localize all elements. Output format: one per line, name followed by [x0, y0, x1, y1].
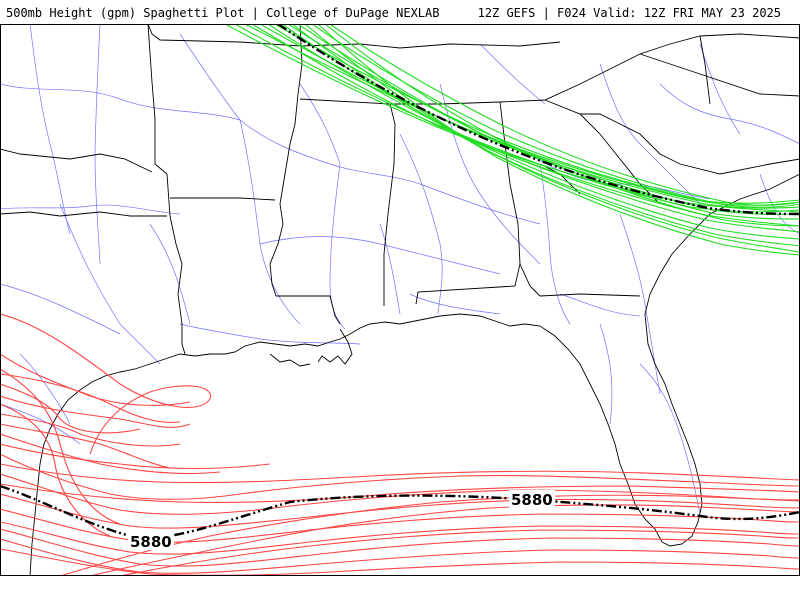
contour-label-5880-central: 5880 — [511, 491, 553, 509]
header-bar: 500mb Height (gpm) Spaghetti Plot | Coll… — [0, 0, 800, 24]
southern-ensemble-mean — [0, 484, 800, 539]
map-background — [0, 24, 800, 576]
footer-bar — [0, 576, 800, 600]
map-panel: 5880 5880 — [0, 24, 800, 576]
contour-label-5880-west: 5880 — [130, 533, 172, 551]
contour-label-bg-2 — [509, 490, 555, 508]
southern-ensemble-members — [0, 313, 800, 576]
contour-label-bg-1 — [128, 532, 174, 550]
run-valid-time: 12Z GEFS | F024 Valid: 12Z FRI MAY 23 20… — [477, 6, 781, 20]
map-canvas: 5880 5880 — [0, 24, 800, 576]
state-borders — [0, 24, 800, 576]
chart-title: 500mb Height (gpm) Spaghetti Plot | Coll… — [6, 6, 440, 20]
northern-ensemble-mean — [277, 24, 800, 216]
road-network — [0, 24, 800, 515]
